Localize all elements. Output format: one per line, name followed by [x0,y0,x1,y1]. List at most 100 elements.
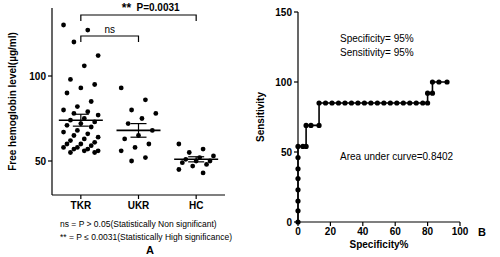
p-value: P=0.0031 [137,2,181,13]
data-point [68,138,73,143]
y-tick [48,160,52,161]
error-bar [188,157,204,162]
error-bar-stem [80,114,81,126]
data-point [316,123,321,128]
data-point [308,123,313,128]
data-point [82,148,87,153]
data-point [304,144,309,149]
data-point [355,100,360,105]
data-point [381,100,386,105]
annotation: Area under curve=0.8402 [340,151,454,162]
data-point [436,79,441,84]
data-point [85,28,90,33]
data-point [96,135,101,140]
data-point [65,142,70,147]
data-point [122,137,127,142]
x-tick-label: UKR [128,200,150,211]
data-point [295,198,300,203]
x-tick-label: HC [189,200,203,211]
significance-bracket [81,36,139,42]
error-bar-stem [196,157,197,162]
data-point [425,100,430,105]
data-point [89,143,94,148]
data-point [295,166,300,171]
significance-label: ** [122,1,132,15]
x-tick-label: 60 [390,226,402,237]
data-point [92,150,97,155]
x-axis-label: Specificity% [350,239,409,250]
data-point [75,128,80,133]
y-axis-label: Sensitivity [255,92,266,142]
y-tick-label: 100 [29,71,46,82]
y-tick-label: 0 [286,217,292,228]
data-point [201,147,206,152]
data-point [68,77,73,82]
significance-label: ns [104,24,115,35]
data-point [420,100,425,105]
data-point [407,100,412,105]
data-point [61,145,66,150]
y-tick [48,75,52,76]
data-point [126,121,131,126]
data-point [176,142,181,147]
data-point [362,100,367,105]
data-point [414,100,419,105]
error-bar [131,124,147,138]
footnote: ns = P > 0.05(Statistically Non signific… [60,219,217,229]
data-point [78,86,83,91]
data-point [329,100,334,105]
error-bar-cap [131,123,147,124]
data-point [65,91,70,96]
y-tick-label: 150 [275,7,292,18]
error-bar-stem [138,124,139,138]
y-tick-label: 100 [275,77,292,88]
y-axis-label: Free hemoglobin level(µg/ml) [7,32,18,171]
data-point [430,91,435,96]
data-point [368,100,373,105]
y-tick-label: 50 [35,156,47,167]
error-bar-cap [131,137,147,138]
x-tick-label: 40 [357,226,369,237]
data-point [190,164,195,169]
data-point [375,100,380,105]
data-point [78,142,83,147]
data-point [129,108,134,113]
data-point [92,82,97,87]
data-point [65,123,70,128]
panel-label: B [478,226,486,238]
x-tick-label: 0 [295,226,301,237]
footnote: ** = P ≤ 0.0031(Statistically High signi… [60,232,232,242]
data-point [388,100,393,105]
data-point [187,150,192,155]
error-bar-cap [188,156,204,157]
data-point [146,142,151,147]
data-point [336,100,341,105]
data-point [323,100,328,105]
data-point [430,79,435,84]
data-point [75,104,80,109]
data-point [72,111,77,116]
annotation: Sensitivity= 95% [340,47,414,58]
data-point [96,113,101,118]
data-point [82,63,87,68]
data-point [316,100,321,105]
plot-area [59,23,218,176]
data-point [201,171,206,176]
data-point [176,167,181,172]
error-bar [73,114,89,126]
data-point [295,219,300,224]
y-tick [294,81,298,82]
data-point [61,108,66,113]
data-point [401,100,406,105]
data-point [133,145,138,150]
data-point [119,148,124,153]
x-tick-label: TKR [71,200,92,211]
data-point [304,123,309,128]
data-point [425,91,430,96]
data-point [143,97,148,102]
x-tick [80,195,81,199]
data-point [72,133,77,138]
data-point [140,116,145,121]
data-point [119,86,124,91]
data-point [349,100,354,105]
